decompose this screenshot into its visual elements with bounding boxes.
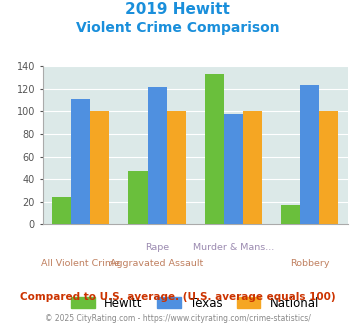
Text: All Violent Crime: All Violent Crime [41,259,120,268]
Bar [281,205,300,224]
Legend: Hewitt, Texas, National: Hewitt, Texas, National [71,297,319,310]
Bar [205,74,224,224]
Text: Murder & Mans...: Murder & Mans... [193,243,274,251]
Text: Violent Crime Comparison: Violent Crime Comparison [76,21,279,35]
Bar [52,197,71,224]
Bar [166,111,186,224]
Bar [148,87,166,224]
Bar [300,85,319,224]
Text: Compared to U.S. average. (U.S. average equals 100): Compared to U.S. average. (U.S. average … [20,292,335,302]
Text: Rape: Rape [145,243,169,251]
Bar [90,111,109,224]
Text: Aggravated Assault: Aggravated Assault [110,259,204,268]
Text: Robbery: Robbery [290,259,329,268]
Text: © 2025 CityRating.com - https://www.cityrating.com/crime-statistics/: © 2025 CityRating.com - https://www.city… [45,314,310,323]
Bar [243,111,262,224]
Bar [319,111,338,224]
Bar [71,99,90,224]
Text: 2019 Hewitt: 2019 Hewitt [125,2,230,16]
Bar [129,171,148,224]
Bar [224,114,243,224]
